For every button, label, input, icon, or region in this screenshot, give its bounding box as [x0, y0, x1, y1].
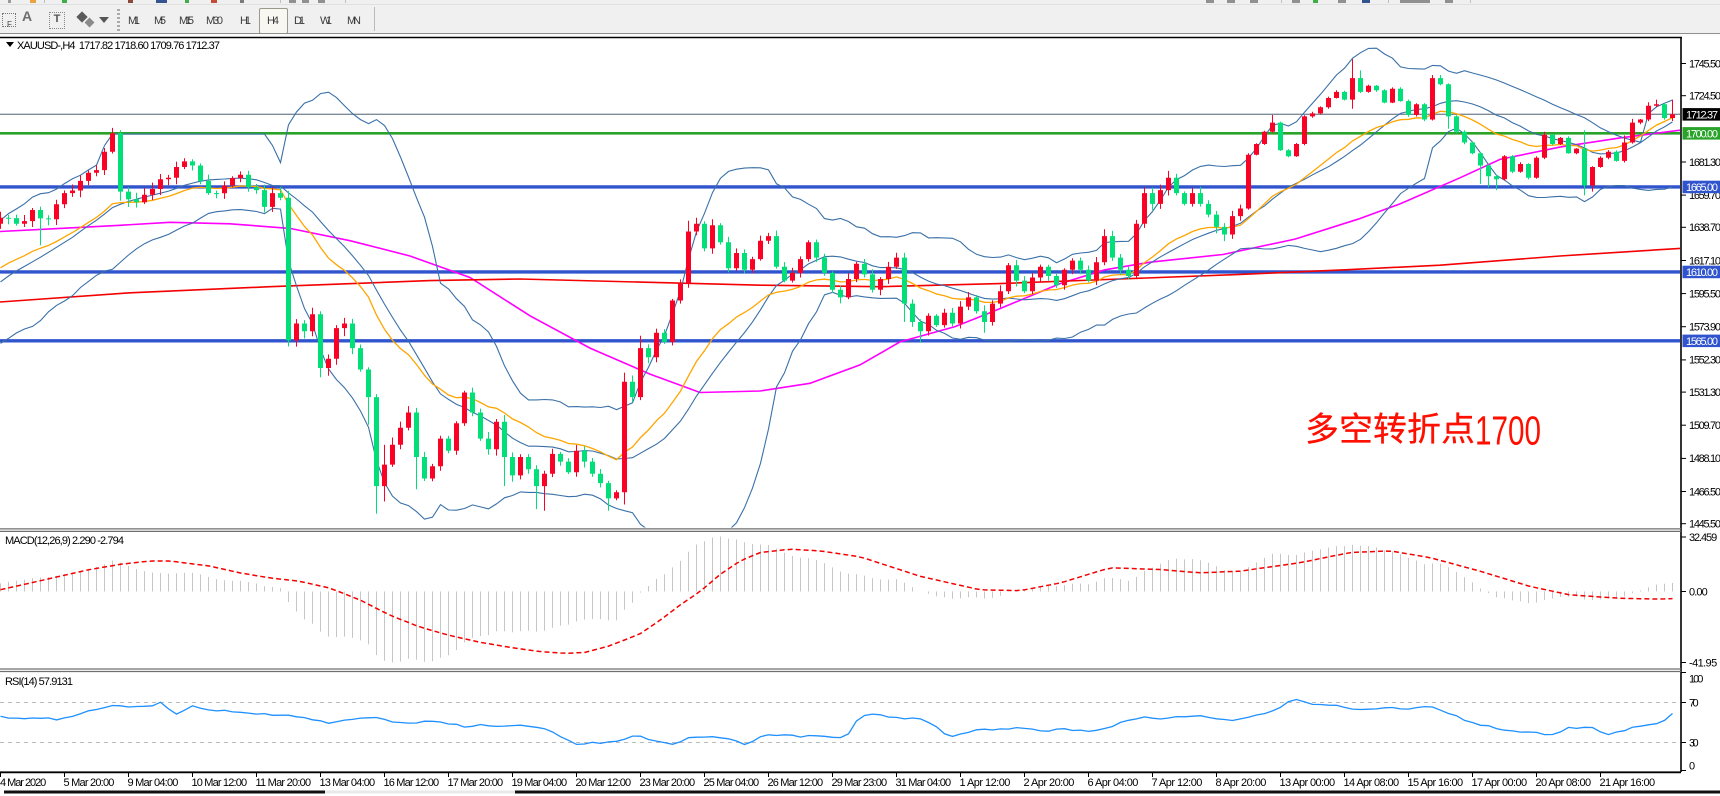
- svg-text:1617.10: 1617.10: [1689, 255, 1720, 267]
- svg-text:1552.30: 1552.30: [1689, 355, 1720, 367]
- svg-text:2 Apr 20:00: 2 Apr 20:00: [1024, 777, 1075, 789]
- svg-text:1700.00: 1700.00: [1686, 129, 1718, 141]
- svg-text:RSI(14) 57.9131: RSI(14) 57.9131: [5, 676, 73, 688]
- svg-text:29 Mar 23:00: 29 Mar 23:00: [832, 777, 888, 789]
- svg-text:19 Mar 04:00: 19 Mar 04:00: [512, 777, 568, 789]
- svg-text:0: 0: [1689, 760, 1695, 772]
- svg-text:7 Apr 12:00: 7 Apr 12:00: [1152, 777, 1203, 789]
- svg-text:1745.50: 1745.50: [1689, 58, 1720, 70]
- svg-text:1712.37: 1712.37: [1686, 110, 1718, 122]
- svg-text:1700: 1700: [1475, 408, 1541, 454]
- svg-text:16 Mar 12:00: 16 Mar 12:00: [384, 777, 440, 789]
- svg-text:1573.90: 1573.90: [1689, 322, 1720, 334]
- svg-text:1595.50: 1595.50: [1689, 288, 1720, 300]
- svg-text:1509.70: 1509.70: [1689, 420, 1720, 432]
- svg-text:MN: MN: [347, 15, 361, 27]
- svg-text:100: 100: [1689, 674, 1703, 686]
- svg-text:17 Mar 20:00: 17 Mar 20:00: [448, 777, 504, 789]
- svg-text:13 Mar 04:00: 13 Mar 04:00: [320, 777, 376, 789]
- svg-text:15 Apr 16:00: 15 Apr 16:00: [1408, 777, 1464, 789]
- svg-text:32.459: 32.459: [1689, 532, 1717, 544]
- svg-text:6 Apr 04:00: 6 Apr 04:00: [1088, 777, 1139, 789]
- svg-text:8 Apr 20:00: 8 Apr 20:00: [1216, 777, 1267, 789]
- svg-text:1638.70: 1638.70: [1689, 222, 1720, 234]
- svg-text:1531.30: 1531.30: [1689, 387, 1720, 399]
- svg-text:1681.30: 1681.30: [1689, 157, 1720, 169]
- svg-text:1 Apr 12:00: 1 Apr 12:00: [960, 777, 1011, 789]
- svg-text:20 Apr 08:00: 20 Apr 08:00: [1536, 777, 1592, 789]
- svg-text:1610.00: 1610.00: [1686, 267, 1718, 279]
- svg-text:21 Apr 16:00: 21 Apr 16:00: [1600, 777, 1656, 789]
- svg-text:10 Mar 12:00: 10 Mar 12:00: [192, 777, 248, 789]
- svg-text:26 Mar 12:00: 26 Mar 12:00: [768, 777, 824, 789]
- svg-text:D1: D1: [294, 15, 305, 27]
- svg-text:20 Mar 12:00: 20 Mar 12:00: [576, 777, 632, 789]
- svg-text:11 Mar 20:00: 11 Mar 20:00: [256, 777, 312, 789]
- svg-text:13 Apr 00:00: 13 Apr 00:00: [1280, 777, 1336, 789]
- svg-text:23 Mar 20:00: 23 Mar 20:00: [640, 777, 696, 789]
- svg-text:4 Mar 2020: 4 Mar 2020: [0, 777, 46, 789]
- svg-text:1665.00: 1665.00: [1686, 182, 1718, 194]
- svg-text:25 Mar 04:00: 25 Mar 04:00: [704, 777, 760, 789]
- svg-text:XAUUSD-,H4 1717.82 1718.60 17: XAUUSD-,H4 1717.82 1718.60 1709.76 1712.…: [17, 40, 220, 52]
- svg-text:14 Apr 08:00: 14 Apr 08:00: [1344, 777, 1400, 789]
- svg-text:M1: M1: [128, 15, 140, 27]
- svg-text:-41.95: -41.95: [1689, 657, 1717, 669]
- svg-text:0.00: 0.00: [1689, 586, 1708, 598]
- svg-text:1488.10: 1488.10: [1689, 453, 1720, 465]
- svg-text:1466.50: 1466.50: [1689, 486, 1720, 498]
- svg-text:17 Apr 00:00: 17 Apr 00:00: [1472, 777, 1528, 789]
- svg-text:H1: H1: [240, 15, 251, 27]
- svg-text:31 Mar 04:00: 31 Mar 04:00: [896, 777, 952, 789]
- svg-text:1565.00: 1565.00: [1686, 336, 1718, 348]
- svg-text:H4: H4: [267, 15, 279, 27]
- svg-text:70: 70: [1689, 697, 1699, 709]
- svg-text:9 Mar 04:00: 9 Mar 04:00: [128, 777, 179, 789]
- svg-text:5 Mar 20:00: 5 Mar 20:00: [64, 777, 115, 789]
- svg-text:M15: M15: [179, 15, 194, 27]
- svg-text:MACD(12,26,9) 2.290 -2.794: MACD(12,26,9) 2.290 -2.794: [5, 535, 124, 547]
- svg-text:30: 30: [1689, 737, 1699, 749]
- svg-text:M5: M5: [154, 15, 166, 27]
- svg-text:W1: W1: [320, 15, 332, 27]
- svg-text:1445.50: 1445.50: [1689, 519, 1720, 531]
- svg-text:1724.50: 1724.50: [1689, 91, 1720, 103]
- svg-text:M30: M30: [206, 15, 223, 27]
